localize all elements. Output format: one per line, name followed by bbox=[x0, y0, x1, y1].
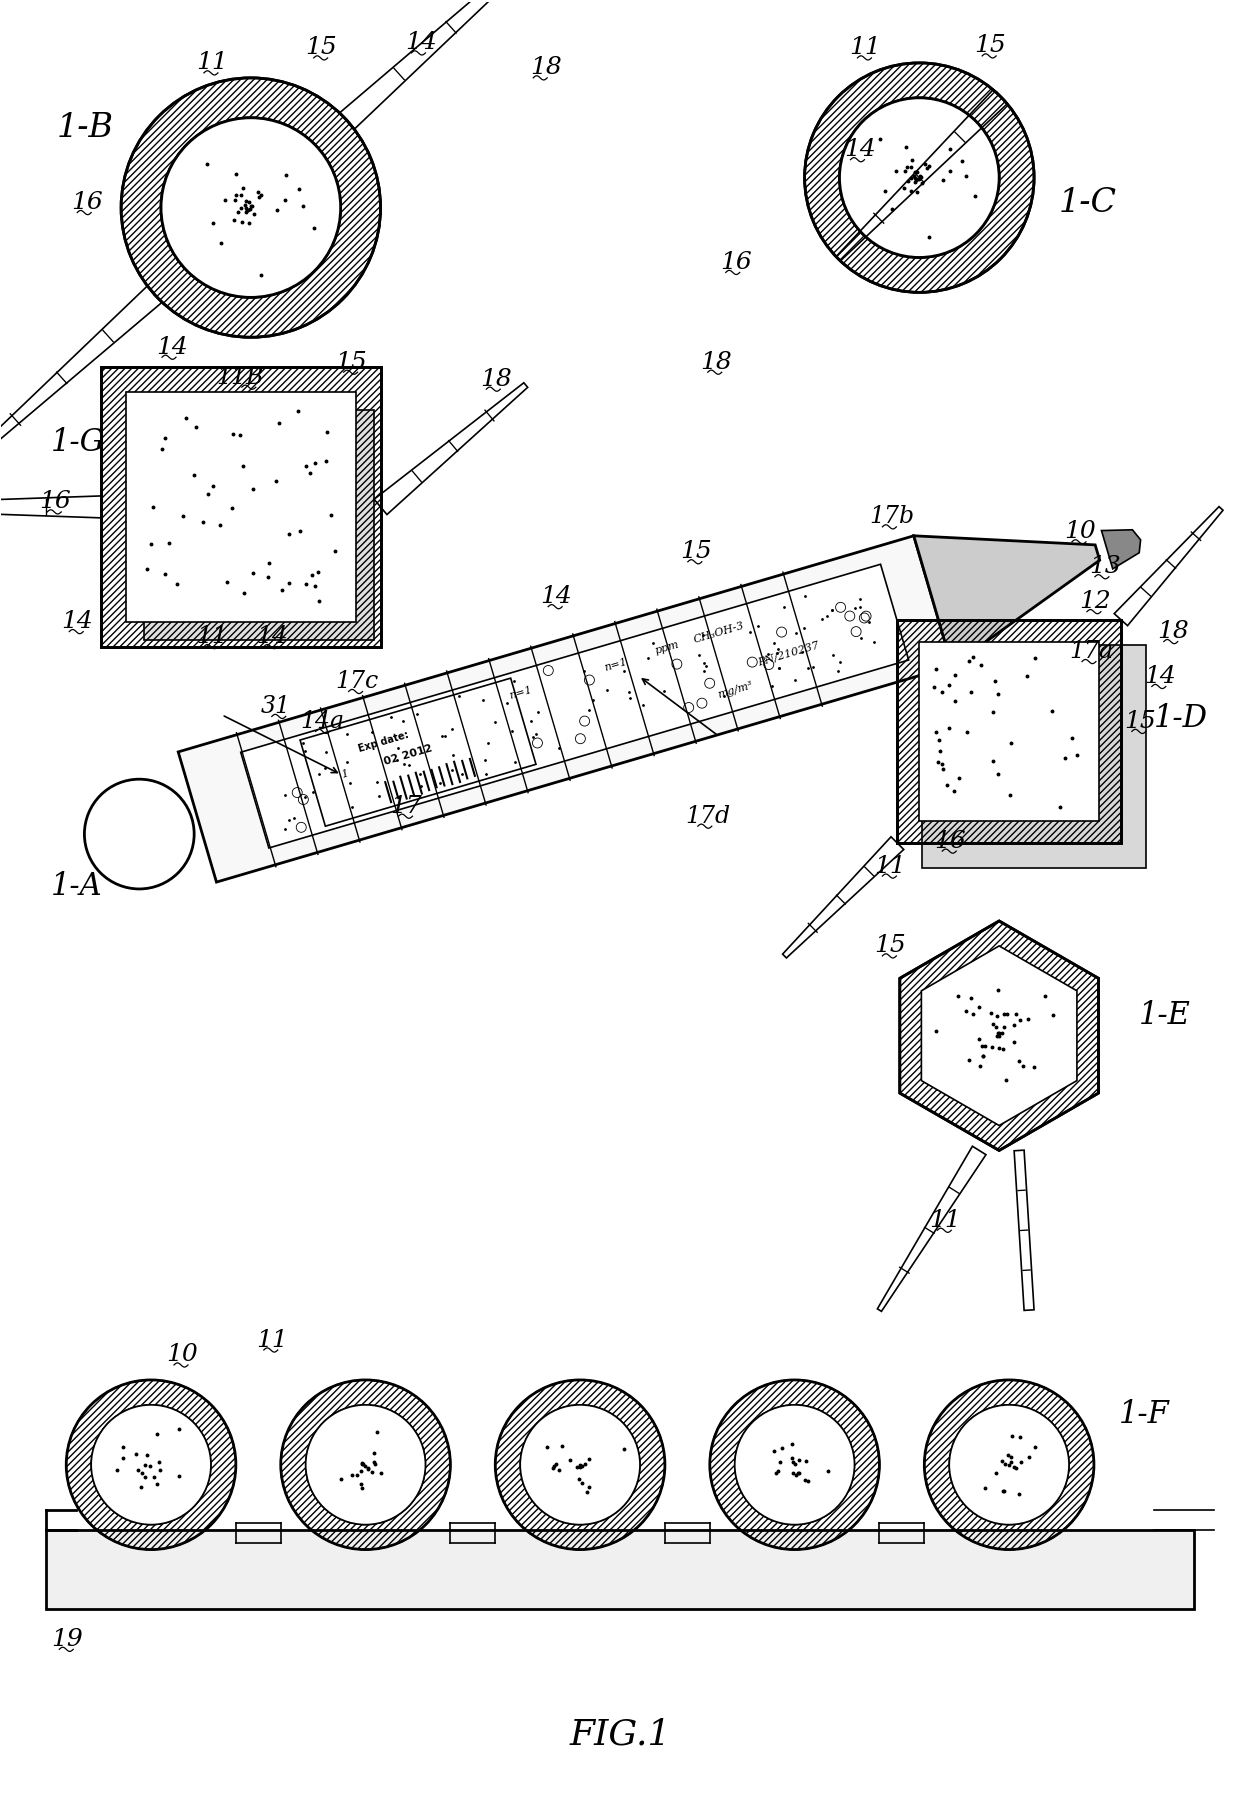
Text: 18: 18 bbox=[531, 56, 562, 80]
Text: 15: 15 bbox=[1123, 710, 1156, 734]
Polygon shape bbox=[126, 392, 356, 621]
Text: 15: 15 bbox=[874, 935, 906, 957]
Text: 12: 12 bbox=[1079, 590, 1111, 614]
Polygon shape bbox=[144, 410, 373, 639]
Text: 17a: 17a bbox=[1069, 639, 1114, 663]
Text: Exp date:: Exp date: bbox=[357, 730, 410, 754]
Text: 11: 11 bbox=[929, 1209, 961, 1231]
Text: 17: 17 bbox=[391, 795, 423, 817]
Text: 11: 11 bbox=[849, 36, 882, 60]
Text: 16: 16 bbox=[719, 251, 751, 274]
Text: 1-G: 1-G bbox=[51, 427, 105, 458]
Text: 13: 13 bbox=[1089, 556, 1121, 577]
Polygon shape bbox=[923, 645, 1146, 868]
Circle shape bbox=[306, 1406, 425, 1525]
Text: PN/210237: PN/210237 bbox=[756, 639, 821, 668]
Bar bbox=[898, 619, 1121, 843]
Text: mg/m³: mg/m³ bbox=[717, 681, 754, 699]
Text: 19: 19 bbox=[51, 1627, 83, 1651]
Text: 14: 14 bbox=[405, 31, 438, 54]
Text: 02 2012: 02 2012 bbox=[383, 743, 434, 766]
Circle shape bbox=[92, 1406, 211, 1525]
Text: 16: 16 bbox=[40, 490, 71, 514]
FancyBboxPatch shape bbox=[46, 1529, 1194, 1609]
Circle shape bbox=[161, 118, 341, 298]
Text: 1: 1 bbox=[340, 768, 350, 779]
Polygon shape bbox=[1101, 530, 1141, 568]
Text: n=1: n=1 bbox=[604, 657, 629, 674]
Text: 14: 14 bbox=[541, 585, 572, 608]
Text: 14: 14 bbox=[61, 610, 93, 634]
Text: n=1: n=1 bbox=[507, 685, 533, 701]
Circle shape bbox=[521, 1406, 640, 1525]
Text: 11B: 11B bbox=[216, 365, 263, 389]
Text: 1-A: 1-A bbox=[51, 870, 103, 901]
Text: 18: 18 bbox=[699, 350, 732, 374]
Text: 14: 14 bbox=[255, 625, 288, 648]
Text: 14: 14 bbox=[156, 336, 187, 360]
Text: 11: 11 bbox=[874, 855, 906, 877]
Circle shape bbox=[84, 779, 195, 890]
Text: 10: 10 bbox=[1064, 521, 1096, 543]
Text: 17b: 17b bbox=[869, 505, 915, 528]
Polygon shape bbox=[241, 565, 909, 848]
Text: 14a: 14a bbox=[301, 710, 345, 734]
Text: 15: 15 bbox=[306, 36, 337, 60]
Text: 15: 15 bbox=[680, 541, 712, 563]
Text: 11: 11 bbox=[255, 1329, 288, 1351]
Polygon shape bbox=[914, 536, 1100, 666]
Text: 17d: 17d bbox=[684, 804, 730, 828]
Circle shape bbox=[839, 98, 999, 258]
Text: 14: 14 bbox=[844, 138, 877, 162]
Polygon shape bbox=[921, 946, 1076, 1126]
Circle shape bbox=[950, 1406, 1069, 1525]
Text: FIG.1: FIG.1 bbox=[569, 1718, 671, 1751]
Text: 31: 31 bbox=[260, 696, 291, 717]
Text: 15: 15 bbox=[336, 350, 367, 374]
Text: 16: 16 bbox=[71, 191, 103, 214]
Text: 1-E: 1-E bbox=[1138, 1001, 1190, 1031]
Text: 11: 11 bbox=[196, 51, 228, 74]
Bar bbox=[102, 367, 381, 646]
Text: 14: 14 bbox=[1143, 665, 1176, 688]
Text: 1-F: 1-F bbox=[1118, 1400, 1169, 1431]
Text: 10: 10 bbox=[166, 1344, 197, 1366]
Text: 1-C: 1-C bbox=[1059, 187, 1117, 218]
Polygon shape bbox=[179, 536, 952, 883]
Polygon shape bbox=[300, 677, 536, 826]
Text: 1-B: 1-B bbox=[56, 113, 113, 143]
Text: ppm: ppm bbox=[653, 639, 681, 656]
Text: CH₃OH-3: CH₃OH-3 bbox=[692, 621, 745, 645]
Text: 1-D: 1-D bbox=[1153, 703, 1208, 734]
Circle shape bbox=[735, 1406, 854, 1525]
Text: 16: 16 bbox=[934, 830, 966, 854]
Text: 15: 15 bbox=[975, 35, 1006, 58]
Text: 18: 18 bbox=[1157, 619, 1189, 643]
Text: 11: 11 bbox=[196, 625, 228, 648]
Text: 18: 18 bbox=[480, 367, 512, 390]
Text: 17c: 17c bbox=[336, 670, 379, 694]
Polygon shape bbox=[919, 641, 1099, 821]
